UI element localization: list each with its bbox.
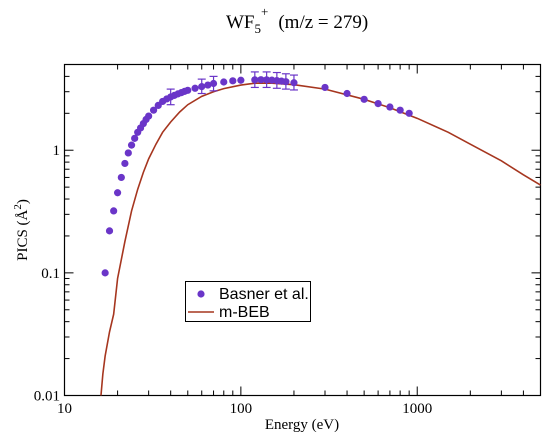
y-tick-label: 0.1 <box>41 266 60 282</box>
data-point-basner <box>110 207 118 215</box>
y-axis-label: PICS (Å2) <box>12 199 31 261</box>
axis-ticks <box>64 64 541 396</box>
data-point-basner <box>282 78 290 86</box>
data-point-basner <box>204 81 212 89</box>
chart-title-main: WF <box>226 12 255 33</box>
data-point-basner <box>209 79 218 88</box>
legend: Basner et al. m-BEB <box>185 281 311 322</box>
data-point-basner <box>124 149 132 157</box>
data-point-basner <box>220 78 228 86</box>
data-point-basner <box>101 269 109 277</box>
x-tick-label: 100 <box>230 401 253 417</box>
plot-frame <box>63 63 542 397</box>
y-axis-label-sup: 2 <box>12 204 24 210</box>
data-point-basner <box>343 89 351 98</box>
data-point-basner <box>360 95 368 103</box>
axis-tick-labels: 10 100 1000 0.01 0.1 1 <box>34 143 432 417</box>
y-axis-label-close: ) <box>15 199 31 204</box>
legend-label-basner: Basner et al. <box>219 286 309 303</box>
chart-title: WF5 + (m/z = 279) <box>226 4 368 36</box>
y-tick-label: 0.01 <box>34 389 60 405</box>
data-point-basner <box>127 141 136 149</box>
data-point-basner <box>145 112 153 120</box>
legend-marker-basner <box>197 290 205 298</box>
data-point-basner <box>113 189 122 197</box>
data-point-basner <box>149 106 158 114</box>
data-point-basner <box>405 109 413 117</box>
plot-area <box>100 71 541 396</box>
x-axis-label: Energy (eV) <box>265 417 339 433</box>
y-tick-label: 1 <box>53 143 61 159</box>
data-point-basner <box>131 134 139 142</box>
data-point-basner <box>257 76 265 84</box>
series-line-mbeb <box>100 82 541 396</box>
data-point-basner <box>237 76 245 84</box>
y-axis-label-main: PICS (Å <box>15 209 31 260</box>
legend-box <box>185 281 311 322</box>
data-point-basner <box>386 103 394 111</box>
data-point-basner <box>229 77 237 85</box>
data-point-basner <box>374 99 382 108</box>
data-point-basner <box>198 83 206 91</box>
data-point-basner <box>121 159 129 168</box>
data-point-basner <box>184 86 192 94</box>
data-point-basner <box>251 76 259 84</box>
data-point-basner <box>117 173 125 182</box>
x-tick-label: 1000 <box>402 401 432 417</box>
chart-title-sub: 5 <box>255 21 262 36</box>
data-point-basner <box>263 76 271 84</box>
x-tick-label: 10 <box>57 401 72 417</box>
data-point-basner <box>191 84 199 92</box>
data-point-basner <box>290 79 298 87</box>
chart-title-sup: + <box>261 4 268 19</box>
data-point-basner <box>321 83 329 92</box>
legend-label-mbeb: m-BEB <box>219 304 270 321</box>
chart-title-rest: (m/z = 279) <box>278 12 368 33</box>
data-point-basner <box>105 227 114 235</box>
data-point-basner <box>396 106 404 114</box>
